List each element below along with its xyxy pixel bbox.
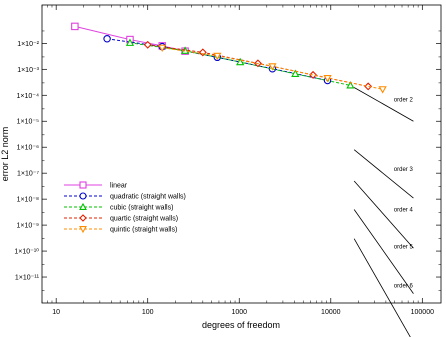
data-point bbox=[79, 202, 87, 210]
data-point bbox=[158, 44, 167, 53]
reference-line-label: order 4 bbox=[394, 208, 414, 214]
reference-line bbox=[353, 238, 411, 337]
data-point bbox=[309, 70, 318, 79]
reference-line bbox=[353, 209, 414, 294]
legend-label: cubic (straight walls) bbox=[110, 205, 173, 212]
reference-line bbox=[353, 180, 414, 249]
legend: linear quadratic (straight walls) cubic (s… bbox=[64, 181, 186, 234]
reference-line-label: order 2 bbox=[394, 97, 414, 103]
x-tick-label: 100 bbox=[142, 309, 154, 316]
series-layer bbox=[71, 22, 387, 94]
data-point bbox=[268, 63, 277, 71]
series bbox=[158, 44, 387, 94]
y-tick-label: 1×10⁻⁷ bbox=[17, 171, 39, 178]
data-point bbox=[213, 52, 222, 61]
x-tick-label: 10000 bbox=[321, 309, 341, 316]
x-tick-label: 1000 bbox=[231, 309, 247, 316]
data-point bbox=[291, 69, 300, 77]
x-tick-label: 100000 bbox=[411, 309, 434, 316]
y-tick-label: 1×10⁻¹¹ bbox=[15, 275, 40, 282]
y-tick-label: 1×10⁻⁹ bbox=[17, 223, 39, 230]
data-point bbox=[79, 192, 87, 200]
data-point bbox=[71, 22, 79, 31]
reference-lines: order 2 order 3 order 4 order 5 order 6 bbox=[353, 87, 414, 337]
y-tick-label: 1×10⁻⁴ bbox=[17, 93, 39, 100]
y-tick-label: 1×10⁻² bbox=[17, 41, 39, 48]
y-tick-label: 1×10⁻⁵ bbox=[17, 119, 39, 126]
legend-label: quintic (straight walls) bbox=[110, 227, 177, 234]
y-axis-label: error L2 norm bbox=[0, 127, 10, 182]
data-point bbox=[364, 82, 373, 91]
data-point bbox=[79, 226, 87, 234]
legend-label: quartic (straight walls) bbox=[110, 216, 178, 223]
data-point bbox=[125, 38, 135, 46]
data-point bbox=[103, 35, 111, 43]
reference-line-label: order 5 bbox=[394, 245, 414, 251]
x-tick-label: 10 bbox=[52, 309, 60, 316]
data-point bbox=[79, 214, 87, 222]
reference-line bbox=[353, 149, 414, 199]
data-point bbox=[236, 57, 245, 66]
y-tick-label: 1×10⁻³ bbox=[17, 67, 39, 74]
data-point bbox=[346, 81, 355, 89]
data-point bbox=[143, 40, 152, 49]
legend-label: linear bbox=[110, 183, 128, 190]
legend-label: quadratic (straight walls) bbox=[110, 194, 186, 201]
reference-line bbox=[353, 87, 414, 122]
y-tick-label: 1×10⁻⁸ bbox=[17, 197, 39, 204]
data-point bbox=[323, 74, 332, 83]
plot-frame bbox=[41, 4, 442, 304]
reference-line-label: order 6 bbox=[394, 284, 414, 290]
x-axis-label: degrees of freedom bbox=[202, 320, 280, 330]
data-point bbox=[378, 86, 387, 94]
data-point bbox=[79, 181, 87, 189]
axis-ticks: 10 100 1000 10000 100000 1×10⁻² 1×10⁻³ 1×10⁻⁴ 1×… bbox=[14, 5, 441, 316]
y-tick-label: 1×10⁻⁶ bbox=[17, 145, 39, 152]
y-tick-label: 1×10⁻¹⁰ bbox=[14, 248, 39, 256]
reference-line-label: order 3 bbox=[394, 167, 414, 173]
